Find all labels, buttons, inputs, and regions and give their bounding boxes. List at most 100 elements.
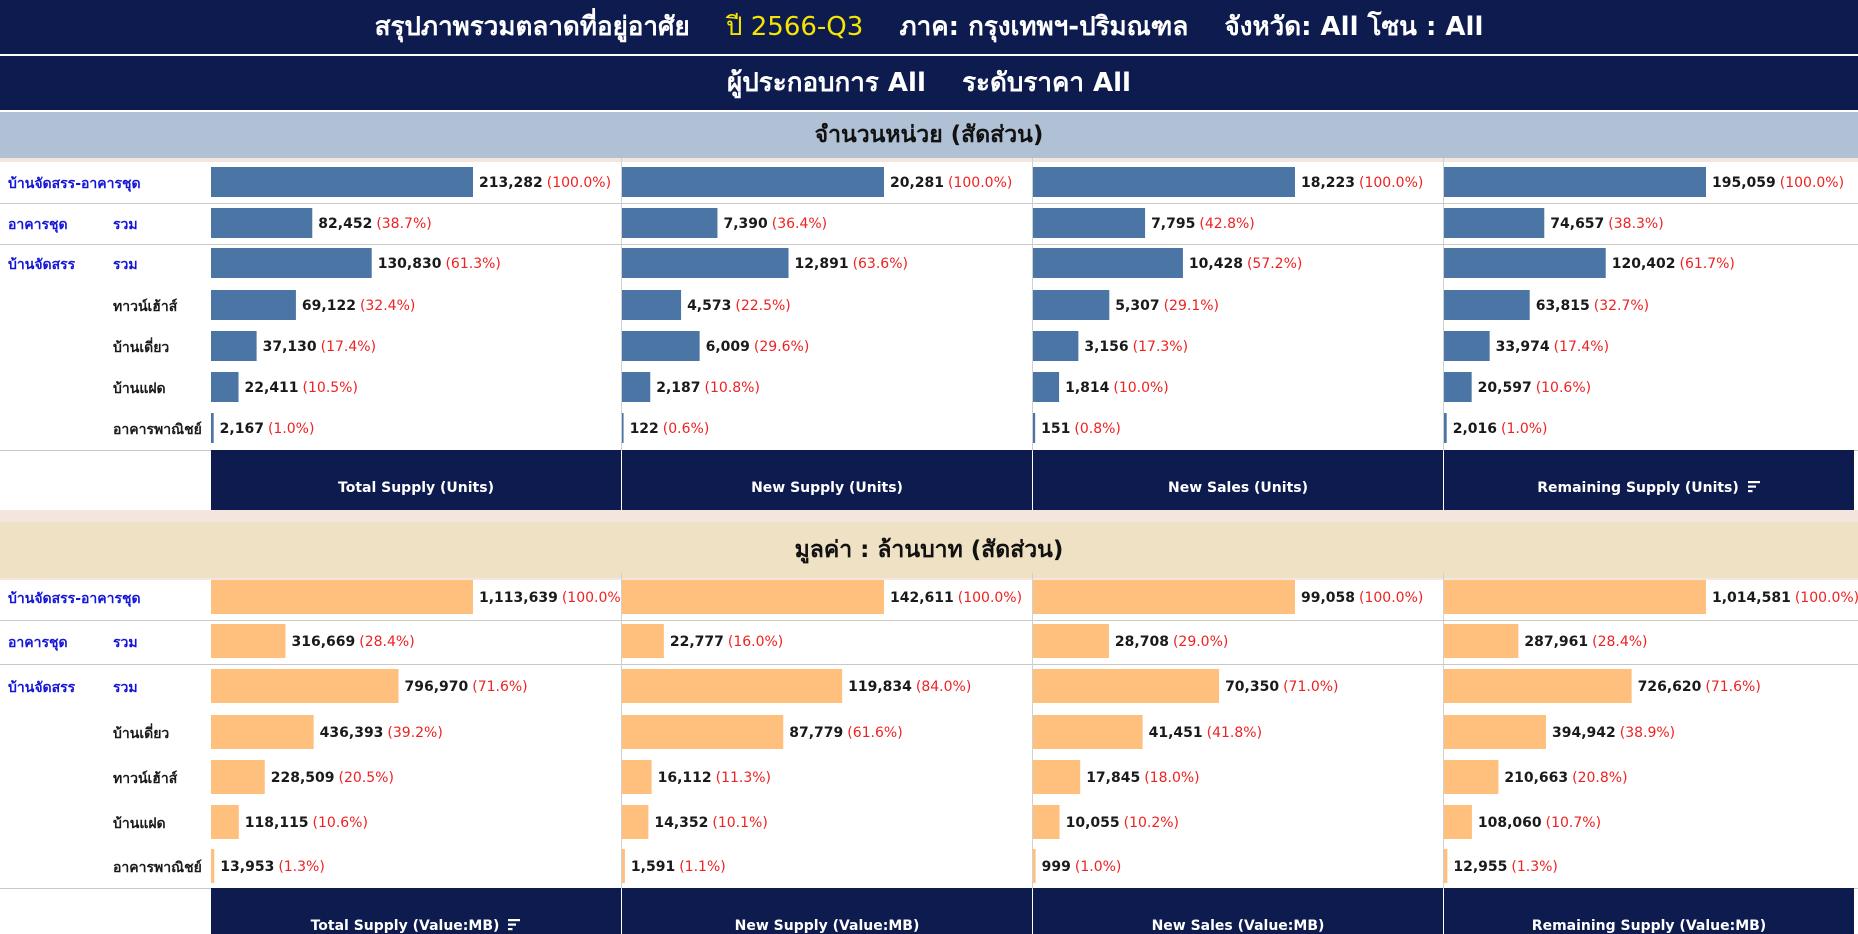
sort-icon[interactable] [1747,480,1761,494]
bar[interactable] [211,290,296,320]
bar[interactable] [1444,208,1545,238]
share-label: (0.8%) [1074,421,1121,437]
bar[interactable] [211,580,473,614]
bar[interactable] [211,248,372,278]
data-label: 12,955 (1.3%) [1453,859,1558,875]
bar[interactable] [1444,372,1472,402]
value-label: 22,777 [670,634,724,650]
share-label: (10.7%) [1546,815,1601,831]
bar[interactable] [211,331,257,361]
bar[interactable] [1444,580,1706,614]
bar[interactable] [1033,805,1060,839]
column-header[interactable]: Remaining Supply (Units) [1444,450,1854,510]
column-header[interactable]: Total Supply (Units) [211,450,621,510]
period-filter[interactable]: ปี 2566-Q3 [725,12,864,42]
bar[interactable] [622,290,682,320]
bar[interactable] [622,715,784,749]
data-label: 5,307 (29.1%) [1115,298,1219,314]
bar[interactable] [1033,167,1295,197]
bar[interactable] [1444,167,1706,197]
row-sub-label: บ้านเดี่ยว [113,726,170,742]
bar[interactable] [1033,760,1081,794]
bar[interactable] [622,805,649,839]
row-sub-label: บ้านเดี่ยว [113,340,170,356]
bar[interactable] [1444,624,1519,658]
column-header-label: New Supply (Units) [622,480,1032,496]
bar[interactable] [211,167,473,197]
share-label: (16.0%) [728,634,783,650]
column-header[interactable]: New Sales (Units) [1033,450,1443,510]
bar[interactable] [211,760,265,794]
column-separator [1032,573,1033,888]
bar[interactable] [1033,413,1036,443]
zone-filter[interactable]: โซน : All [1367,12,1484,42]
bar[interactable] [211,849,215,883]
price-level-filter[interactable]: ระดับราคา All [962,68,1131,98]
bar[interactable] [1033,849,1036,883]
province-filter[interactable]: จังหวัด: All [1224,12,1359,42]
bar[interactable] [1444,715,1546,749]
bar[interactable] [211,624,286,658]
bar[interactable] [622,849,625,883]
developer-filter[interactable]: ผู้ประกอบการ All [727,68,926,98]
data-label: 210,663 (20.8%) [1504,770,1627,786]
bar[interactable] [1444,760,1499,794]
bar[interactable] [622,248,789,278]
bar[interactable] [211,413,214,443]
bar[interactable] [622,413,624,443]
bar[interactable] [1444,290,1530,320]
bar[interactable] [1444,248,1606,278]
sort-icon[interactable] [507,918,521,932]
bar[interactable] [1033,290,1110,320]
series-name: New Sales (Value:MB) [1151,918,1325,934]
data-label: 1,113,639 (100.0%) [479,590,626,606]
bar[interactable] [622,167,884,197]
column-header[interactable]: New Sales (Value:MB) [1033,888,1443,934]
bar[interactable] [622,624,664,658]
column-header[interactable]: Total Supply (Value:MB) [211,888,621,934]
row-sub-label: รวม [113,257,138,273]
bar[interactable] [211,372,239,402]
series-name: Total Supply (Units) [338,480,494,496]
bar[interactable] [1444,669,1632,703]
data-label: 999 (1.0%) [1042,859,1122,875]
bar[interactable] [1033,669,1220,703]
share-label: (100.0%) [547,175,611,191]
bar[interactable] [1444,805,1472,839]
share-label: (18.0%) [1144,770,1199,786]
bar[interactable] [211,715,314,749]
value-label: 22,411 [245,380,299,396]
bar[interactable] [622,669,843,703]
bar[interactable] [1033,372,1060,402]
bar[interactable] [1033,208,1146,238]
bar[interactable] [1033,715,1143,749]
bar[interactable] [622,760,652,794]
bar[interactable] [1033,624,1109,658]
bar[interactable] [622,372,651,402]
bar[interactable] [1033,331,1079,361]
share-label: (29.6%) [754,339,809,355]
bar[interactable] [211,669,399,703]
data-label: 2,187 (10.8%) [656,380,760,396]
value-label: 4,573 [687,298,731,314]
data-label: 2,167 (1.0%) [220,421,315,437]
data-label: 20,597 (10.6%) [1478,380,1591,396]
bar[interactable] [1444,849,1448,883]
column-header[interactable]: New Supply (Units) [622,450,1032,510]
value-label: 1,591 [631,859,675,875]
value-label: 10,428 [1189,256,1243,272]
bar[interactable] [622,580,884,614]
bar[interactable] [622,331,700,361]
bar[interactable] [1033,248,1183,278]
bar[interactable] [1444,413,1447,443]
column-header[interactable]: Remaining Supply (Value:MB) [1444,888,1854,934]
bar[interactable] [622,208,718,238]
column-header[interactable]: New Supply (Value:MB) [622,888,1032,934]
bar[interactable] [1444,331,1490,361]
bar[interactable] [211,208,313,238]
row-sub-label: อาคารพาณิชย์ [113,422,202,438]
bar[interactable] [1033,580,1295,614]
share-label: (100.0%) [562,590,626,606]
bar[interactable] [211,805,239,839]
region-filter[interactable]: ภาค: กรุงเทพฯ-ปริมณฑล [899,12,1189,42]
